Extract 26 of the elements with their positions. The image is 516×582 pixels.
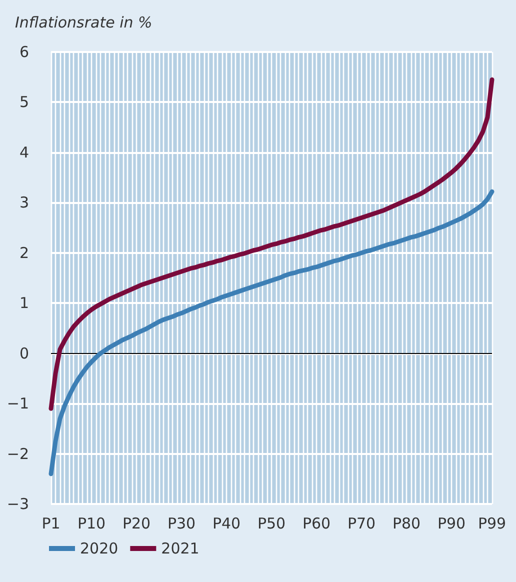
x-tick-label: P1 [42, 514, 60, 532]
y-tick-label: 2 [19, 244, 29, 262]
line-series [48, 77, 494, 411]
x-tick-label: P70 [347, 514, 376, 532]
x-tick-label: P30 [167, 514, 196, 532]
x-tick-label: P40 [212, 514, 241, 532]
y-tick-label: −2 [6, 444, 29, 463]
y-tick-label: 3 [19, 194, 29, 212]
x-tick-label: P50 [257, 514, 286, 532]
y-tick-label: −1 [6, 394, 29, 413]
x-tick-label: P60 [302, 514, 331, 532]
y-tick-label: 5 [19, 93, 29, 112]
legend-label: 2021 [161, 540, 200, 558]
x-tick-label: P10 [77, 514, 106, 532]
y-tick-label: 6 [19, 43, 29, 61]
y-axis-title: Inflationsrate in % [15, 14, 152, 32]
y-tick-label: 1 [19, 294, 29, 312]
y-tick-label: 4 [19, 143, 29, 162]
line-series [48, 189, 494, 476]
y-tick-label: −3 [6, 495, 29, 513]
legend-label: 2020 [80, 540, 118, 558]
x-tick-label: P99 [478, 514, 506, 532]
x-tick-label: P80 [392, 514, 421, 532]
x-tick-label: P20 [122, 514, 151, 532]
x-tick-label: P90 [437, 514, 466, 532]
y-tick-label: 0 [19, 344, 29, 362]
